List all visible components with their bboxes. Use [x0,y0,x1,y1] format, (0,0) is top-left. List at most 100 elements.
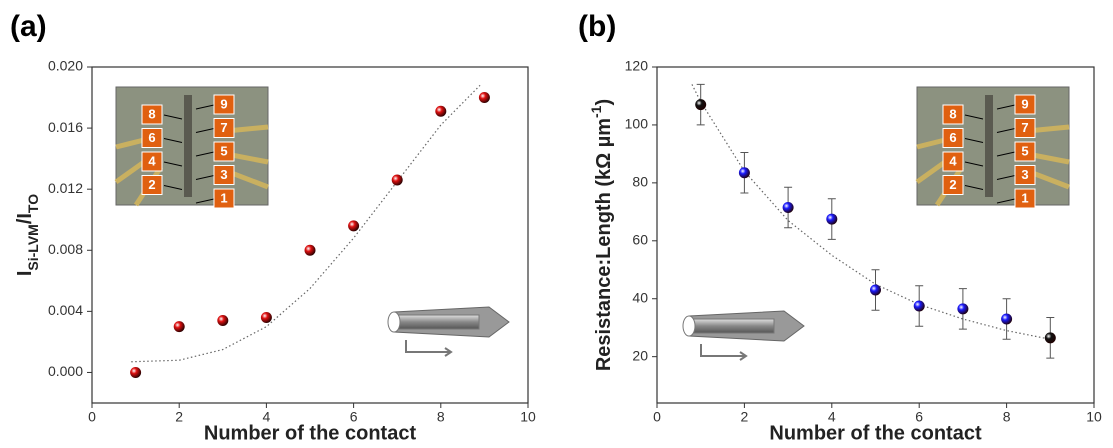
y-axis-label: Resistance:Length (kΩ µm-1) [588,99,616,371]
direction-arrow [405,340,453,357]
y-tick-label: 20 [632,347,648,363]
pointer-arrow [163,138,183,143]
inset-label: 4 [148,153,156,168]
inset-label-box [1014,141,1036,162]
x-tick-label: 0 [653,409,661,425]
x-tick-label: 8 [437,409,445,425]
x-axis-label: Number of the contact [204,422,417,444]
y-axis-label: ISi-LVM/ITO [14,194,40,276]
inset-label-box [942,151,964,172]
pointer-arrow [964,161,984,167]
y-label-part: TO [25,194,41,213]
inset-label-box [1014,188,1036,209]
inset-label: 4 [949,153,957,168]
pointer-arrow [996,198,1016,204]
y-tick-label: 0.016 [48,119,83,135]
inset-label-box [213,141,235,162]
y-tick-label: 0.008 [48,241,83,257]
pointer-arrow [996,175,1016,180]
data-point [870,284,881,296]
inset-label: 1 [220,190,227,205]
y-tick-label: 80 [632,174,648,190]
data-point [435,105,447,117]
pointer-arrow [996,128,1016,133]
wire-end [682,315,696,337]
y-label-part: /I [14,213,36,224]
y-tick-label: 60 [632,231,648,247]
y-label-part: I [14,271,36,277]
y-tick-label: 0.012 [48,180,83,196]
inset-label-box [1014,165,1036,185]
x-tick-label: 8 [1003,409,1011,425]
pointer-arrow [996,151,1016,157]
inset-label: 7 [220,120,227,135]
fit-curve [691,84,1051,340]
data-point [1044,332,1056,344]
pointer-arrow [964,114,984,120]
data-point [391,174,403,186]
inset-label-box [141,104,163,125]
y-tick-label: 120 [625,58,649,74]
data-point [173,321,185,333]
inset-label-box [213,188,235,209]
x-axis-label: Number of the contact [769,422,982,444]
nanowire [985,95,993,197]
inset-label: 2 [148,177,155,192]
inset-label: 9 [1021,96,1028,111]
data-point [348,220,360,232]
inset-label: 8 [949,106,956,121]
y-label-part: Resistance:Length (kΩ µm [593,118,615,371]
x-tick-label: 6 [350,409,358,425]
y-tick-label: 40 [632,289,648,305]
inset-label-box [141,175,163,195]
pointer-arrow [996,104,1016,110]
y-tick-label: 0.020 [48,58,83,74]
data-point [217,315,229,327]
inset-label: 6 [148,130,155,145]
wire-end [387,311,401,333]
pointer-arrow [195,198,215,204]
data-point [478,92,490,104]
data-point [782,201,794,213]
y-label-part: -1 [588,105,604,118]
inset-label: 9 [220,96,227,111]
inset-label: 3 [1021,167,1028,182]
pointer-arrow [163,161,183,167]
inset-label-box [141,128,163,148]
pointer-arrow [964,185,984,190]
inset-label: 7 [1021,120,1028,135]
panel-label: (b) [578,10,616,43]
fit-curve [131,84,481,363]
wire-core [393,314,480,330]
inset-label: 5 [1021,143,1028,158]
inset-label: 3 [220,167,227,182]
inset-label-box [942,175,964,195]
panel-label: (a) [10,10,47,43]
inset-label: 2 [949,177,956,192]
pointer-arrow [195,175,215,180]
pointer-arrow [195,128,215,133]
x-tick-label: 2 [175,409,183,425]
pointer-arrow [195,104,215,110]
inset-label-box [141,151,163,172]
data-point [695,99,707,111]
inset-label-box [942,104,964,125]
x-tick-label: 4 [263,409,271,425]
y-tick-label: 100 [625,116,649,132]
inset-label-box [213,94,235,115]
pointer-arrow [195,151,215,157]
x-tick-label: 4 [828,409,836,425]
inset-label: 6 [949,130,956,145]
x-tick-label: 2 [741,409,749,425]
data-point [304,244,316,256]
data-point [957,303,969,315]
direction-arrow [700,344,748,361]
inset-label-box [213,165,235,185]
inset-label: 5 [220,143,227,158]
nanowire [184,95,192,197]
inset-label-box [942,128,964,148]
x-tick-label: 10 [520,409,536,425]
inset-label: 8 [148,106,155,121]
y-label-part: Si-LVM [25,224,41,270]
